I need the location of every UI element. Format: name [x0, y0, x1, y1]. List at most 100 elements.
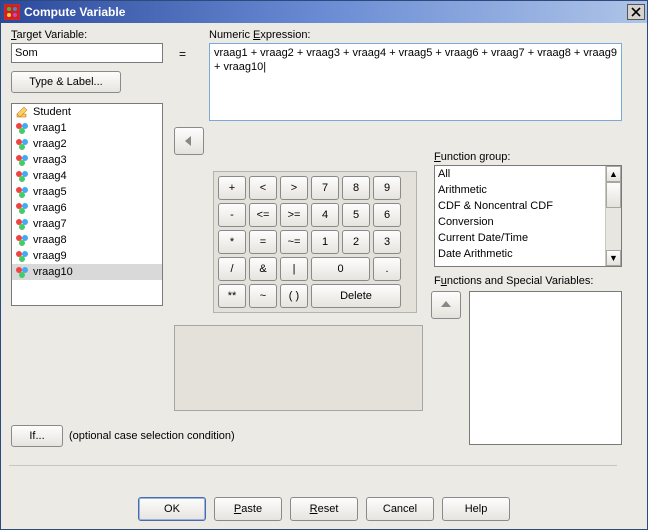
keypad-key[interactable]: . [373, 257, 401, 281]
function-group-item[interactable]: All [435, 166, 605, 182]
dialog-content: Target Variable: = Type & Label... Stude… [1, 23, 647, 529]
variable-item-label: vraag10 [33, 266, 73, 278]
variable-item[interactable]: vraag5 [12, 184, 162, 200]
function-group-scrollbar[interactable]: ▲ ▼ [605, 166, 621, 266]
variable-item[interactable]: vraag7 [12, 216, 162, 232]
scroll-down-icon[interactable]: ▼ [606, 250, 621, 266]
keypad-key[interactable]: 8 [342, 176, 370, 200]
variable-item[interactable]: vraag4 [12, 168, 162, 184]
keypad-key[interactable]: <= [249, 203, 277, 227]
insert-function-button[interactable] [431, 291, 461, 319]
scroll-up-icon[interactable]: ▲ [606, 166, 621, 182]
keypad-key[interactable]: > [280, 176, 308, 200]
variable-item-label: vraag9 [33, 250, 67, 262]
variable-item[interactable]: vraag3 [12, 152, 162, 168]
nominal-var-icon [15, 201, 29, 215]
variable-list[interactable]: Student vraag1 vraag2vraag3 vraag4 vraag5 vra… [11, 103, 163, 306]
keypad-panel: +<>789 -<=>=456 *=~=123 /&|0. **~( )Delete [213, 171, 417, 313]
keypad-key[interactable]: >= [280, 203, 308, 227]
keypad-key[interactable]: ( ) [280, 284, 308, 308]
variable-item[interactable]: vraag8 [12, 232, 162, 248]
keypad-key[interactable]: 9 [373, 176, 401, 200]
nominal-var-icon [15, 137, 29, 151]
titlebar: Compute Variable [1, 1, 647, 23]
type-and-label-button[interactable]: Type & Label... [11, 71, 121, 93]
keypad-key[interactable]: ~ [249, 284, 277, 308]
app-icon [4, 4, 20, 20]
numeric-expression-label: Numeric Expression: [209, 29, 311, 41]
variable-item-label: vraag6 [33, 202, 67, 214]
nominal-var-icon [15, 121, 29, 135]
paste-button[interactable]: Paste [214, 497, 282, 521]
window-title: Compute Variable [24, 5, 627, 19]
equals-sign: = [179, 47, 186, 61]
keypad-key[interactable]: 3 [373, 230, 401, 254]
cancel-button[interactable]: Cancel [366, 497, 434, 521]
function-group-item[interactable]: Current Date/Time [435, 230, 605, 246]
if-button[interactable]: If... [11, 425, 63, 447]
keypad-key[interactable]: ** [218, 284, 246, 308]
target-variable-label: Target Variable: [11, 29, 87, 41]
close-button[interactable] [627, 4, 645, 20]
arrow-left-icon [181, 134, 197, 148]
nominal-var-icon [15, 153, 29, 167]
function-group-item[interactable]: Date Arithmetic [435, 246, 605, 262]
help-button[interactable]: Help [442, 497, 510, 521]
keypad-key[interactable]: 7 [311, 176, 339, 200]
variable-item-label: Student [33, 106, 71, 118]
variable-item-label: vraag7 [33, 218, 67, 230]
compute-variable-dialog: Compute Variable Target Variable: = Type… [0, 0, 648, 530]
nominal-var-icon [15, 169, 29, 183]
function-group-label: Function group: [434, 151, 510, 163]
keypad-key[interactable]: 5 [342, 203, 370, 227]
nominal-var-icon [15, 185, 29, 199]
variable-item[interactable]: vraag2 [12, 136, 162, 152]
ok-button[interactable]: OK [138, 497, 206, 521]
function-group-list[interactable]: AllArithmeticCDF & Noncentral CDFConvers… [434, 165, 622, 267]
keypad-key[interactable]: / [218, 257, 246, 281]
keypad-key[interactable]: | [280, 257, 308, 281]
dialog-button-row: OK Paste Reset Cancel Help [1, 497, 647, 521]
variable-item[interactable]: vraag1 [12, 120, 162, 136]
variable-item[interactable]: vraag9 [12, 248, 162, 264]
function-group-item[interactable]: CDF & Noncentral CDF [435, 198, 605, 214]
variable-item-label: vraag1 [33, 122, 67, 134]
keypad-key[interactable]: Delete [311, 284, 401, 308]
keypad-key[interactable]: < [249, 176, 277, 200]
scroll-thumb[interactable] [606, 182, 621, 208]
keypad-key[interactable]: + [218, 176, 246, 200]
nominal-var-icon [15, 249, 29, 263]
divider [9, 465, 617, 466]
keypad-key[interactable]: = [249, 230, 277, 254]
target-variable-input[interactable] [11, 43, 163, 63]
keypad-key[interactable]: 0 [311, 257, 370, 281]
keypad-key[interactable]: 6 [373, 203, 401, 227]
nominal-var-icon [15, 217, 29, 231]
nominal-var-icon [15, 265, 29, 279]
functions-list[interactable] [469, 291, 622, 445]
variable-item-label: vraag5 [33, 186, 67, 198]
variable-item[interactable]: vraag10 [12, 264, 162, 280]
string-var-icon [15, 105, 29, 119]
nominal-var-icon [15, 233, 29, 247]
function-group-item[interactable]: Conversion [435, 214, 605, 230]
variable-item[interactable]: Student [12, 104, 162, 120]
keypad-key[interactable]: ~= [280, 230, 308, 254]
variable-item-label: vraag8 [33, 234, 67, 246]
keypad-key[interactable]: & [249, 257, 277, 281]
keypad-key[interactable]: * [218, 230, 246, 254]
reset-button[interactable]: Reset [290, 497, 358, 521]
keypad-key[interactable]: 4 [311, 203, 339, 227]
functions-special-label: Functions and Special Variables: [434, 275, 593, 287]
function-description-box [174, 325, 423, 411]
keypad-key[interactable]: - [218, 203, 246, 227]
keypad-key[interactable]: 1 [311, 230, 339, 254]
move-to-expression-button[interactable] [174, 127, 204, 155]
variable-item[interactable]: vraag6 [12, 200, 162, 216]
if-hint-label: (optional case selection condition) [69, 430, 235, 442]
variable-item-label: vraag4 [33, 170, 67, 182]
keypad-key[interactable]: 2 [342, 230, 370, 254]
expression-textarea[interactable]: vraag1 + vraag2 + vraag3 + vraag4 + vraa… [209, 43, 622, 121]
arrow-up-icon [439, 298, 453, 312]
function-group-item[interactable]: Arithmetic [435, 182, 605, 198]
